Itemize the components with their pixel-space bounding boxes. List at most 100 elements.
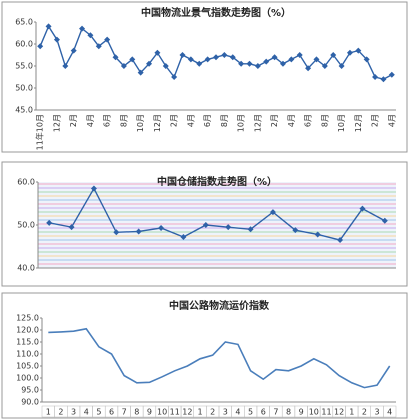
x-tick-label: 5 — [96, 408, 101, 417]
marker — [321, 63, 328, 69]
marker — [95, 43, 102, 50]
y-tick-label: 50.0 — [15, 84, 33, 93]
marker — [135, 228, 142, 235]
marker — [288, 56, 295, 63]
x-tick-label: 8月 — [220, 114, 229, 127]
marker — [90, 185, 97, 192]
marker — [388, 71, 395, 78]
x-tick-label: 5 — [248, 408, 253, 417]
marker — [314, 231, 321, 238]
marker — [180, 234, 187, 241]
marker — [292, 227, 299, 234]
chart-frame — [1, 292, 408, 419]
y-tick-label: 90.0 — [21, 398, 39, 407]
marker — [112, 54, 119, 61]
x-tick-label: 3 — [223, 408, 228, 417]
marker — [330, 52, 337, 58]
marker — [221, 52, 228, 58]
marker — [229, 54, 236, 61]
x-tick-label: 8 — [134, 408, 139, 417]
y-tick-label: 60.0 — [17, 178, 35, 187]
y-tick-label: 50.0 — [17, 221, 35, 230]
x-tick-label: 10月 — [136, 114, 145, 132]
y-tick-label: 105.0 — [16, 362, 39, 371]
line — [48, 327, 391, 389]
x-tick-label: 4 — [235, 408, 240, 417]
marker — [247, 226, 254, 233]
marker — [196, 60, 203, 67]
marker — [254, 63, 261, 69]
x-tick-label: 4月 — [86, 114, 95, 127]
x-tick-label: 11 — [321, 408, 331, 417]
x-tick-label: 2月 — [170, 114, 179, 127]
marker — [45, 23, 52, 30]
marker — [296, 52, 303, 58]
marker — [62, 63, 69, 69]
marker — [355, 47, 362, 54]
marker — [37, 43, 44, 50]
marker — [87, 32, 94, 39]
line — [49, 186, 386, 241]
x-tick-label: 10 — [309, 408, 319, 417]
marker — [154, 49, 161, 56]
x-tick-label: 2月 — [371, 114, 380, 127]
x-tick-label: 4 — [387, 408, 392, 417]
marker — [381, 217, 388, 224]
x-tick-label: 7 — [273, 408, 278, 417]
x-tick-label: 10 — [157, 408, 167, 417]
x-tick-label: 11年10月 — [35, 114, 45, 150]
marker — [305, 65, 312, 72]
marker — [346, 49, 353, 56]
marker — [263, 58, 270, 65]
marker — [271, 54, 278, 61]
x-tick-label: 11 — [170, 408, 180, 417]
marker — [179, 52, 186, 58]
marker — [129, 56, 136, 63]
x-tick-label: 2 — [58, 408, 63, 417]
y-tick-label: 55.0 — [15, 62, 33, 71]
x-tick-label: 9 — [147, 408, 152, 417]
x-tick-label: 4月 — [387, 114, 396, 127]
x-tick-label: 1 — [197, 408, 202, 417]
marker — [79, 25, 86, 32]
chart-title: 中国仓储指数走势图（%） — [157, 175, 277, 188]
x-tick-label: 4月 — [287, 114, 296, 127]
x-tick-label: 10月 — [337, 114, 346, 132]
marker — [70, 47, 77, 54]
x-tick-label: 12 — [334, 408, 344, 417]
y-tick-label: 115.0 — [16, 338, 39, 347]
marker — [158, 225, 165, 232]
y-tick-label: 100.0 — [16, 374, 39, 383]
x-tick-label: 8月 — [119, 114, 128, 127]
marker — [204, 56, 211, 63]
x-tick-label: 1 — [46, 408, 51, 417]
marker — [359, 205, 366, 212]
chart-frame — [1, 1, 408, 153]
x-tick-label: 8 — [286, 408, 291, 417]
x-tick-label: 6月 — [203, 114, 212, 127]
x-tick-label: 2月 — [69, 114, 78, 127]
x-tick-label: 2 — [362, 408, 367, 417]
x-tick-label: 3 — [374, 408, 379, 417]
x-tick-label: 4月 — [186, 114, 195, 127]
x-tick-label: 12月 — [52, 114, 61, 132]
x-tick-label: 12月 — [354, 114, 363, 132]
y-tick-label: 110.0 — [16, 350, 39, 359]
chart-title: 中国公路物流运价指数 — [169, 299, 270, 312]
marker — [372, 74, 379, 80]
x-tick-label: 12月 — [153, 114, 162, 132]
x-label-cell — [383, 405, 397, 418]
plot-background — [38, 182, 396, 268]
x-tick-label: 9 — [299, 408, 304, 417]
marker — [46, 219, 53, 226]
x-tick-label: 10月 — [237, 114, 246, 132]
marker — [202, 222, 209, 228]
marker — [269, 209, 276, 216]
marker — [337, 237, 344, 244]
x-tick-label: 12月 — [253, 114, 262, 132]
chart-title: 中国物流业景气指数走势图（%） — [141, 6, 291, 19]
marker — [104, 36, 111, 43]
marker — [363, 56, 370, 63]
